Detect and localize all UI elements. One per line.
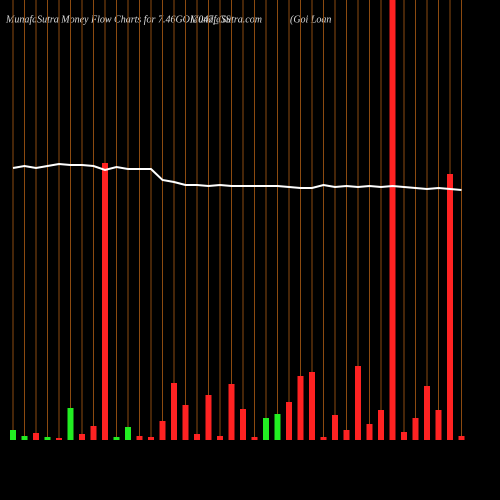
bar — [389, 0, 396, 440]
bar — [458, 436, 465, 440]
bar — [56, 438, 62, 440]
bar — [366, 424, 373, 440]
bar — [355, 366, 361, 440]
bar — [447, 174, 453, 440]
bar — [240, 409, 246, 440]
bar — [136, 436, 143, 440]
bar — [194, 434, 200, 440]
bar — [412, 418, 419, 440]
chart-note: (Goi Loan — [290, 14, 331, 25]
bar — [251, 437, 258, 440]
bar — [102, 163, 108, 440]
bar — [401, 432, 407, 440]
bar — [343, 430, 350, 440]
line — [12, 162, 462, 191]
bar — [309, 372, 315, 440]
bar — [332, 415, 338, 440]
bar — [320, 437, 327, 440]
bar — [79, 434, 85, 440]
bar — [205, 395, 212, 440]
bar — [21, 436, 28, 440]
bar — [148, 437, 154, 440]
bar — [33, 433, 39, 440]
bar — [217, 436, 223, 440]
bar — [424, 386, 430, 440]
bar — [274, 414, 281, 440]
bar — [286, 402, 292, 440]
bar — [263, 418, 269, 440]
bar — [90, 426, 97, 440]
bar — [159, 421, 166, 440]
bar — [10, 430, 16, 440]
bar — [125, 427, 131, 440]
bar — [113, 437, 120, 440]
bar — [171, 383, 177, 440]
bar — [67, 408, 74, 440]
bar — [435, 410, 442, 440]
bar — [378, 410, 384, 440]
chart-title: MunafaSutra Money Flow Charts for 7.46GO… — [5, 14, 230, 25]
bar — [228, 384, 235, 440]
chart-subtitle: MunafaSutra.com — [189, 14, 262, 25]
bar — [182, 405, 189, 440]
bar — [297, 376, 304, 440]
bar — [44, 437, 51, 440]
